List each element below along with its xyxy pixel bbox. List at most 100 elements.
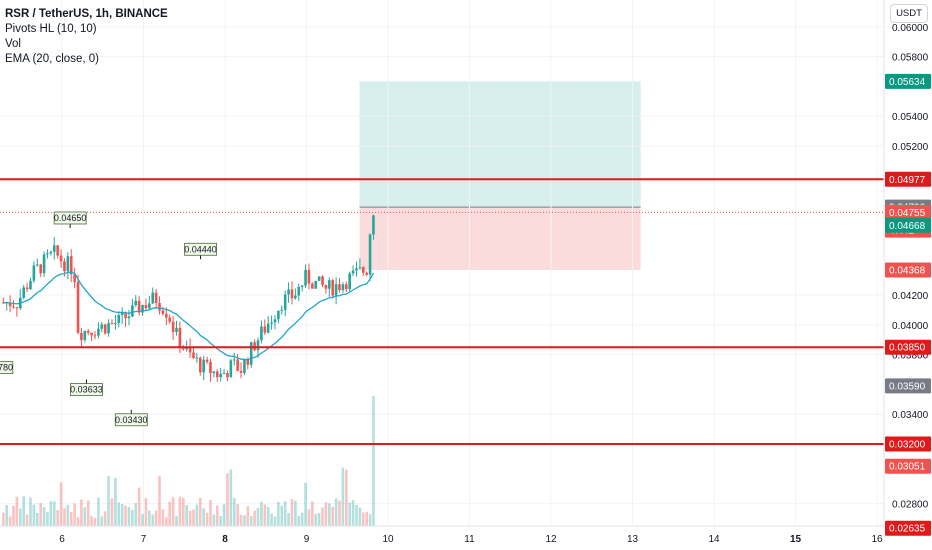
price-tag-label: 0.04755 <box>889 208 926 219</box>
candle-body <box>260 326 263 341</box>
y-tick-label: 0.06000 <box>892 23 929 34</box>
candle-body <box>361 267 365 273</box>
candle-body <box>127 316 131 319</box>
volume-bar <box>324 502 328 526</box>
x-tick-label: 6 <box>59 534 65 545</box>
candle-body <box>52 245 56 252</box>
loss-zone[interactable] <box>359 207 641 271</box>
candle-body <box>12 306 15 308</box>
volume-bar <box>361 512 365 526</box>
price-tag[interactable] <box>885 378 931 394</box>
volume-bar <box>226 473 229 526</box>
currency-button[interactable]: USDT <box>890 4 928 23</box>
price-tag[interactable] <box>885 262 931 278</box>
candle-body <box>226 373 229 378</box>
volume-bar <box>355 504 358 526</box>
volume-bar <box>287 512 290 526</box>
candle-body <box>49 251 53 254</box>
volume-bar <box>178 496 182 526</box>
x-tick-label: 10 <box>382 534 394 545</box>
volume-bar <box>83 507 87 526</box>
volume-bar <box>73 503 76 526</box>
candle-body <box>134 300 138 306</box>
candle-body <box>270 322 273 324</box>
candle-body <box>46 253 49 255</box>
pivots-indicator-label[interactable]: Pivots HL (10, 10) <box>5 23 97 35</box>
volume-bar <box>297 515 301 526</box>
price-tag[interactable] <box>885 217 931 233</box>
volume-bar <box>307 509 311 526</box>
y-tick-label: 0.05400 <box>892 112 929 123</box>
price-tag[interactable] <box>885 458 931 474</box>
candle-body <box>148 303 151 309</box>
candle-body <box>219 373 222 378</box>
volume-bar <box>110 498 114 526</box>
candle-body <box>154 292 158 303</box>
candle-body <box>246 359 250 365</box>
volume-bar <box>168 501 172 526</box>
volume-bar <box>222 504 226 526</box>
volume-indicator-label[interactable]: Vol <box>5 38 21 50</box>
pivot-label-box <box>0 361 14 375</box>
volume-bar <box>18 508 22 526</box>
candle-body <box>311 283 314 289</box>
volume-bar <box>120 504 124 526</box>
candle-body <box>80 332 83 341</box>
x-tick-label: 12 <box>545 534 557 545</box>
x-tick-label: 15 <box>790 534 802 545</box>
price-tag-label: 0.03200 <box>889 440 926 451</box>
ema-indicator-label[interactable]: EMA (20, close, 0) <box>5 53 99 65</box>
pivot-label: 0.03633 <box>70 385 103 395</box>
price-tag[interactable] <box>885 520 931 536</box>
volume-bar <box>185 505 188 526</box>
y-tick-label: 0.05800 <box>892 53 929 64</box>
price-tag[interactable] <box>885 171 931 187</box>
volume-bar <box>63 508 66 526</box>
volume-bar <box>270 513 273 526</box>
candle-body <box>90 332 93 336</box>
volume-bar <box>219 515 222 526</box>
pivot-label-box <box>70 383 103 396</box>
candle-body <box>15 307 19 309</box>
price-tag-label: 0.04668 <box>889 221 926 232</box>
price-tag-label: 0.03051 <box>889 462 926 473</box>
candle-body <box>202 359 205 373</box>
candle-body <box>222 373 226 375</box>
volume-bar <box>25 514 29 526</box>
volume-bar <box>229 469 233 526</box>
candle-body <box>358 267 362 269</box>
candle-body <box>328 280 331 289</box>
candle-body <box>239 370 243 373</box>
price-tag[interactable] <box>885 204 931 220</box>
candle-body <box>195 357 199 359</box>
candle-body <box>86 330 90 333</box>
volume-bar <box>239 514 243 526</box>
symbol-label[interactable]: RSR / TetherUS, 1h, BINANCE <box>5 8 168 20</box>
candle-body <box>263 326 267 333</box>
pivot-label: 0.04440 <box>184 244 217 254</box>
price-tag[interactable] <box>885 339 931 355</box>
price-tag[interactable] <box>885 436 931 452</box>
candle-body <box>304 269 307 286</box>
volume-bar <box>15 496 19 526</box>
candle-body <box>198 357 202 373</box>
volume-bar <box>131 509 134 526</box>
volume-bar <box>158 475 161 526</box>
volume-bar <box>134 503 138 526</box>
volume-bar <box>8 516 12 526</box>
volume-bar <box>76 517 80 526</box>
volume-bar <box>29 497 32 526</box>
volume-bar <box>365 511 368 526</box>
price-tag[interactable] <box>885 73 931 89</box>
volume-bar <box>97 497 100 526</box>
candle-body <box>256 340 260 351</box>
pivot-label: 0.03430 <box>115 415 148 425</box>
volume-bar <box>263 504 267 526</box>
volume-bar <box>117 502 121 526</box>
volume-bar <box>205 512 209 526</box>
profit-zone[interactable] <box>359 81 641 208</box>
candle-body <box>171 321 175 332</box>
volume-bar <box>341 467 345 526</box>
candle-body <box>137 300 141 313</box>
